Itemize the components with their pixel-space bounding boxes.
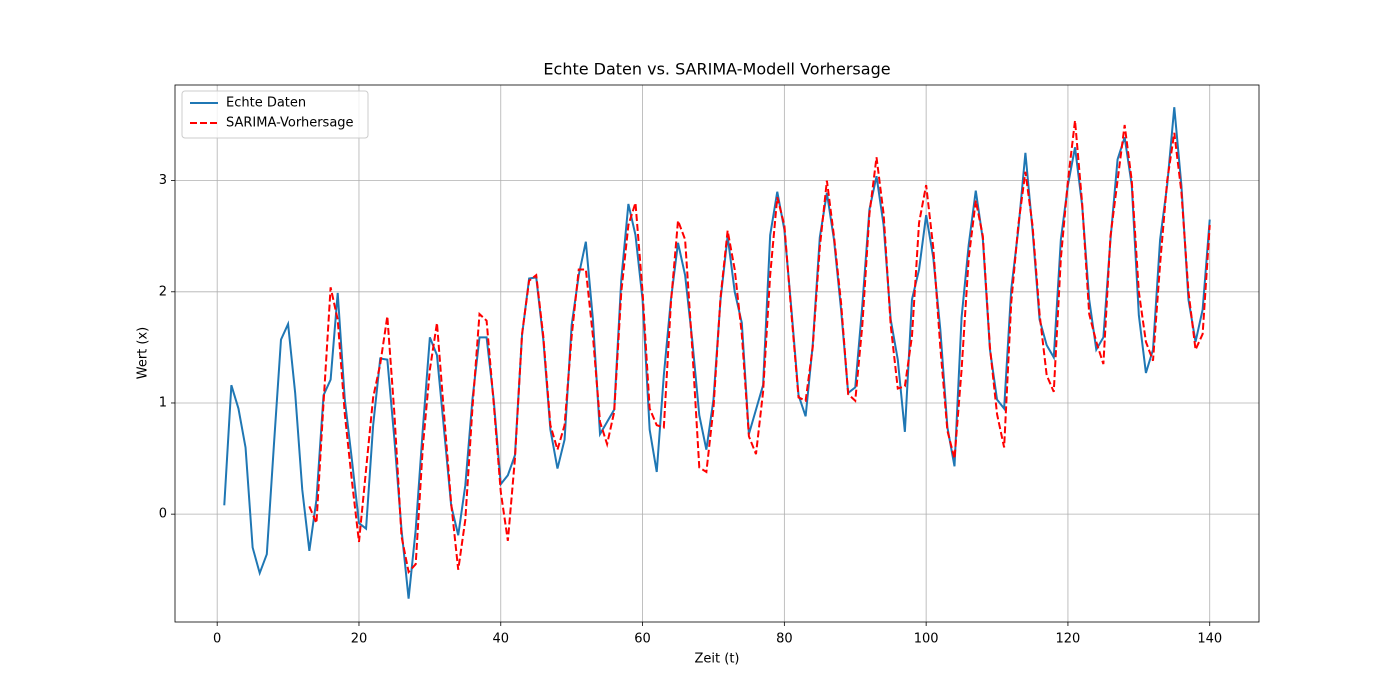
chart-title: Echte Daten vs. SARIMA-Modell Vorhersage xyxy=(543,60,890,79)
x-tick-label: 40 xyxy=(492,632,509,647)
x-tick-label: 120 xyxy=(1056,632,1081,647)
y-axis-label: Wert (x) xyxy=(136,327,151,380)
legend-label: Echte Daten xyxy=(226,96,306,111)
data-line xyxy=(308,120,1211,575)
plot-frame xyxy=(174,84,1260,623)
y-tick-label: 2 xyxy=(159,284,167,299)
x-tick-label: 20 xyxy=(351,632,368,647)
y-tick-label: 1 xyxy=(159,395,167,410)
x-tick-label: 60 xyxy=(634,632,651,647)
x-tick-label: 0 xyxy=(213,632,221,647)
y-tick-label: 3 xyxy=(159,173,167,188)
data-line xyxy=(223,107,1211,599)
legend-label: SARIMA-Vorhersage xyxy=(226,116,354,131)
x-tick-label: 80 xyxy=(776,632,793,647)
x-tick-label: 140 xyxy=(1197,632,1222,647)
x-axis-label: Zeit (t) xyxy=(695,652,740,667)
x-tick-label: 100 xyxy=(914,632,939,647)
legend-box xyxy=(181,90,369,139)
y-tick-label: 0 xyxy=(159,507,167,522)
